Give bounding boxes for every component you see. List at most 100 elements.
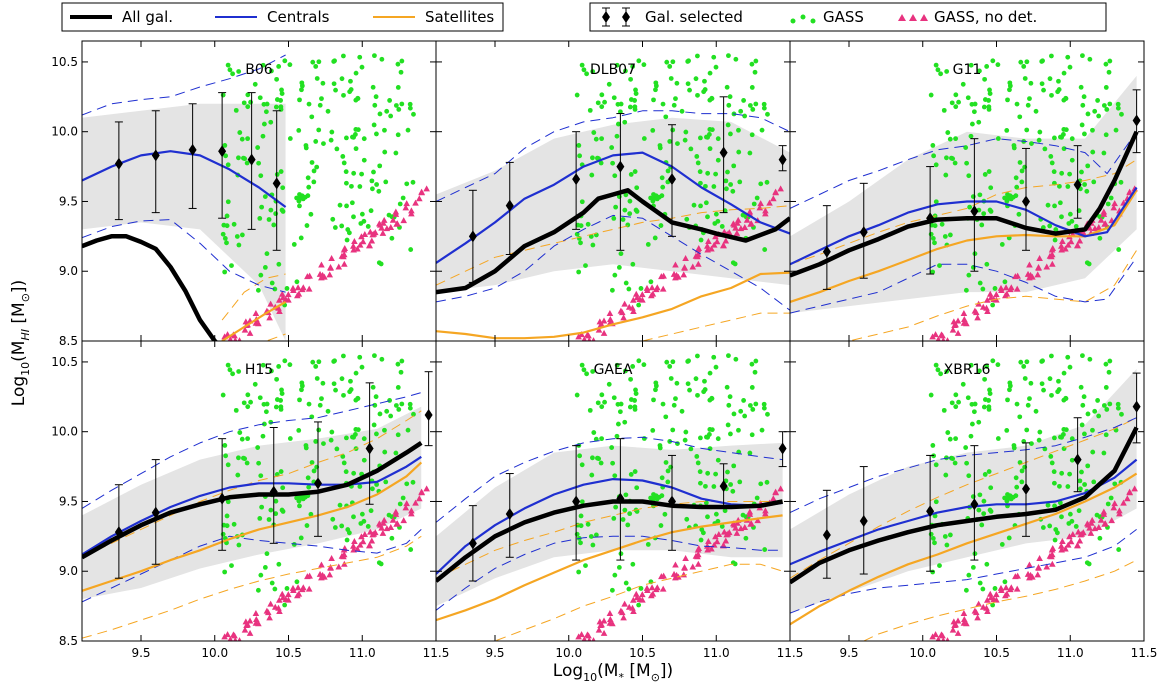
gass-point [353, 97, 359, 103]
gass-point [1036, 137, 1042, 143]
satellites-median-line [221, 300, 287, 341]
gass-nodet-point [575, 333, 582, 340]
gass-point [693, 76, 699, 82]
gass-nodet-point [241, 626, 249, 633]
gass-point [977, 580, 983, 586]
gass-nodet-point [379, 529, 387, 536]
gass-point [1103, 85, 1109, 90]
gass-nodet-point [621, 600, 628, 607]
gass-point [1061, 370, 1067, 376]
gass-point [618, 251, 624, 257]
gass-nodet-point [961, 616, 968, 623]
gass-point [279, 507, 285, 513]
gass-point [396, 407, 402, 412]
gass-nodet-point [376, 520, 383, 527]
gass-point [750, 407, 756, 412]
gass-point [222, 235, 228, 241]
gass-nodet-point [984, 608, 991, 615]
gass-point [1119, 111, 1124, 117]
gass-nodet-point [960, 609, 968, 616]
gass-point [330, 516, 336, 522]
gass-point [1096, 113, 1102, 119]
gass-point [724, 384, 730, 390]
gass-nodet-point [1048, 553, 1055, 560]
gass-nodet-point [595, 626, 603, 633]
gass-point [1018, 359, 1024, 365]
gass-point [1040, 58, 1045, 64]
gass-point [1107, 58, 1113, 64]
gass-point [627, 511, 633, 517]
gass-nodet-point [952, 621, 959, 628]
gass-point [297, 97, 302, 103]
gass-nodet-point [682, 255, 689, 262]
gass-nodet-point [1002, 584, 1010, 591]
gass-point [1061, 70, 1067, 76]
gass-point [667, 364, 673, 369]
gass-nodet-point [319, 271, 326, 278]
legend-errorbar-marker [602, 7, 630, 27]
gass-point [963, 587, 969, 593]
gass-point [987, 387, 992, 393]
gass-point [591, 430, 597, 435]
gass-point [274, 97, 280, 102]
gass-point [349, 183, 354, 189]
gass-point [1087, 56, 1093, 62]
gass-point [587, 407, 593, 413]
gass-point [933, 199, 939, 205]
gass-nodet-point [1100, 510, 1108, 517]
gass-nodet-point [285, 596, 292, 603]
gass-point [1082, 182, 1088, 187]
selected-galaxy-marker [468, 537, 477, 550]
gass-point [939, 221, 945, 227]
gass-point [1007, 493, 1013, 499]
centrals-median-line [82, 455, 422, 556]
gass-point [258, 272, 264, 278]
centrals-lower-line [82, 219, 286, 293]
gass-point [1073, 524, 1079, 529]
gass-point [399, 401, 405, 407]
gass-nodet-point [766, 199, 773, 206]
gass-nodet-point [746, 510, 754, 517]
gass-point [225, 462, 231, 468]
gass-point [725, 469, 730, 475]
gass-point [1115, 105, 1121, 111]
gass-point [1013, 193, 1019, 199]
gass-nodet-point [402, 204, 410, 211]
gass-point [291, 542, 297, 547]
gass-nodet-point [392, 210, 400, 217]
gass-point [935, 67, 941, 73]
gass-point [273, 404, 279, 410]
gass-nodet-point [607, 616, 614, 623]
gass-point [410, 179, 416, 185]
gass-point [583, 263, 588, 269]
gass-point [1004, 127, 1010, 133]
gass-point [598, 460, 604, 466]
gass-nodet-point [705, 238, 712, 245]
gass-point [722, 508, 728, 514]
selected-galaxy-marker [572, 173, 581, 186]
gass-nodet-point [349, 242, 357, 249]
selected-galaxy-marker [668, 173, 676, 186]
gass-point [749, 432, 755, 438]
satellites-upper-line [436, 501, 783, 579]
gass-point [280, 185, 286, 191]
gass-point [967, 204, 973, 210]
gass-point [698, 537, 704, 543]
gass-point [1041, 387, 1046, 393]
gass-nodet-point [600, 617, 608, 624]
gass-point [752, 69, 758, 75]
gass-point [665, 179, 671, 185]
gass-point [653, 493, 659, 499]
gass-point [1065, 354, 1071, 360]
gass-point [382, 127, 387, 133]
gass-point [1079, 469, 1084, 475]
gass-nodet-point [949, 626, 957, 633]
gass-point [1014, 484, 1020, 490]
gass-point [588, 234, 594, 239]
gass-point [259, 504, 265, 510]
gass-point [1085, 111, 1091, 117]
gass-point [236, 242, 242, 248]
gass-point [397, 501, 403, 507]
gass-nodet-point [710, 241, 718, 248]
gass-point [632, 404, 638, 410]
